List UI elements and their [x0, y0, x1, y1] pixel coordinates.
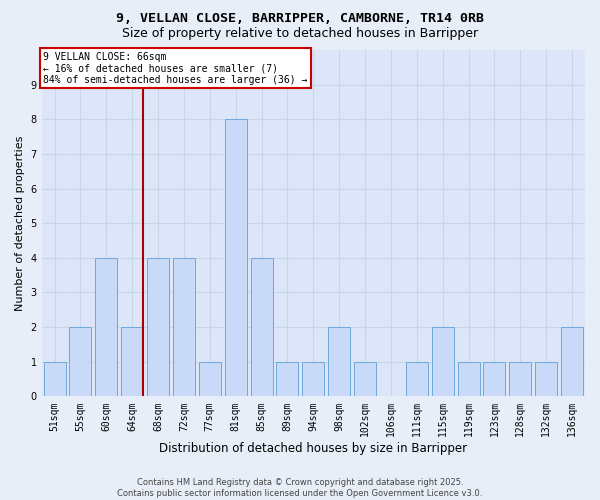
Bar — [225, 120, 247, 396]
Y-axis label: Number of detached properties: Number of detached properties — [15, 136, 25, 311]
Text: 9, VELLAN CLOSE, BARRIPPER, CAMBORNE, TR14 0RB: 9, VELLAN CLOSE, BARRIPPER, CAMBORNE, TR… — [116, 12, 484, 26]
Bar — [95, 258, 118, 396]
Bar — [251, 258, 272, 396]
Bar — [199, 362, 221, 396]
Bar — [561, 327, 583, 396]
Bar — [535, 362, 557, 396]
Bar — [354, 362, 376, 396]
Bar — [173, 258, 195, 396]
Text: 9 VELLAN CLOSE: 66sqm
← 16% of detached houses are smaller (7)
84% of semi-detac: 9 VELLAN CLOSE: 66sqm ← 16% of detached … — [43, 52, 307, 85]
Bar — [432, 327, 454, 396]
Text: Contains HM Land Registry data © Crown copyright and database right 2025.
Contai: Contains HM Land Registry data © Crown c… — [118, 478, 482, 498]
X-axis label: Distribution of detached houses by size in Barripper: Distribution of detached houses by size … — [159, 442, 467, 455]
Bar — [121, 327, 143, 396]
Bar — [406, 362, 428, 396]
Bar — [509, 362, 532, 396]
Bar — [458, 362, 479, 396]
Bar — [147, 258, 169, 396]
Bar — [484, 362, 505, 396]
Bar — [70, 327, 91, 396]
Bar — [277, 362, 298, 396]
Text: Size of property relative to detached houses in Barripper: Size of property relative to detached ho… — [122, 28, 478, 40]
Bar — [328, 327, 350, 396]
Bar — [302, 362, 325, 396]
Bar — [44, 362, 65, 396]
